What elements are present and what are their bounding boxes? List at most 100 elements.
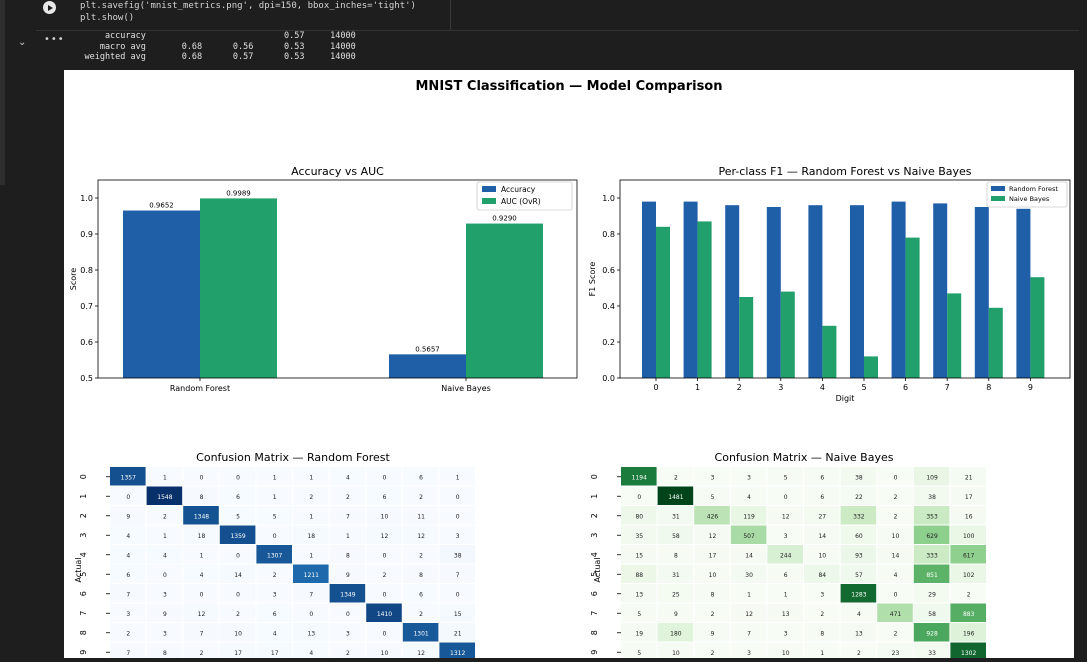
y-axis-label: Actual (593, 557, 602, 582)
heatmap-cell (293, 525, 329, 544)
cell-value-label: 8 (200, 494, 204, 501)
heatmap-cell (767, 584, 803, 603)
cell-value-label: 9 (163, 611, 167, 618)
y-tick-label: 0.6 (80, 338, 93, 347)
row-tick-label: 9 (79, 650, 88, 655)
heatmap-cell (730, 642, 767, 658)
heatmap-cell (730, 584, 767, 603)
row-tick-label: 2 (590, 513, 599, 518)
heatmap-cell (146, 486, 183, 505)
scrollbar[interactable] (1079, 0, 1087, 662)
heatmap-cell (913, 623, 950, 642)
heatmap-cell (730, 564, 767, 583)
heatmap-cell (804, 642, 840, 658)
cell-value-label: 8 (820, 630, 824, 637)
cell-value-label: 7 (126, 650, 130, 657)
heatmap-cell (293, 467, 329, 486)
legend-swatch (482, 186, 496, 192)
chart-title: Accuracy vs AUC (291, 165, 384, 178)
heatmap-cell (256, 525, 292, 544)
heatmap-cell (877, 467, 913, 486)
cell-value-label: 8 (163, 650, 167, 657)
heatmap-cell (804, 564, 840, 583)
chart-axes (97, 179, 578, 379)
run-cell-button[interactable] (43, 1, 56, 14)
cell-value-label: 629 (926, 533, 938, 540)
bar (850, 205, 864, 378)
cell-value-label: 2 (273, 572, 277, 579)
cell-value-label: 0 (456, 591, 460, 598)
bar (389, 354, 466, 378)
cell-value-label: 1410 (377, 611, 392, 618)
cell-value-label: 10 (782, 650, 790, 657)
cell-value-label: 928 (926, 630, 938, 637)
cell-value-label: 883 (963, 611, 975, 618)
heatmap-cell (657, 486, 694, 505)
cell-value-label: 30 (745, 572, 753, 579)
cell-value-label: 0 (163, 572, 167, 579)
y-tick-label: 0.5 (80, 374, 93, 383)
cell-value-label: 10 (818, 552, 826, 559)
row-tick-label: 5 (590, 572, 599, 577)
heatmap-cell (804, 603, 840, 622)
cell-value-label: 0 (456, 494, 460, 501)
heatmap-cell (913, 642, 950, 658)
bar (656, 226, 670, 378)
cell-value-label: 0 (126, 494, 130, 501)
cell-value-label: 10 (672, 650, 680, 657)
y-tick-label: 0.6 (602, 266, 615, 275)
heatmap-cell (877, 564, 913, 583)
cell-value-label: 58 (672, 533, 680, 540)
heatmap-cell (694, 584, 730, 603)
cell-value-label: 3 (456, 533, 460, 540)
heatmap-cell (110, 603, 146, 622)
heatmap-cell (804, 486, 840, 505)
cell-value-label: 14 (234, 572, 242, 579)
cell-value-label: 9 (711, 630, 715, 637)
heatmap-cell (657, 506, 694, 525)
heatmap-cell (694, 506, 730, 525)
output-menu-icon[interactable]: ••• (44, 34, 65, 45)
code-cell[interactable] (36, 0, 1087, 31)
cell-value-label: 1 (346, 533, 350, 540)
heatmap-cell (840, 564, 877, 583)
heatmap-cell (439, 545, 475, 564)
code-editor[interactable]: plt.savefig('mnist_metrics.png', dpi=150… (80, 0, 416, 24)
cell-value-label: 1359 (230, 533, 245, 540)
heatmap-cell (293, 623, 329, 642)
heatmap-cell (657, 584, 694, 603)
cell-value-label: 4 (857, 611, 861, 618)
heatmap-cell (657, 623, 694, 642)
row-tick-label: 6 (79, 591, 88, 596)
heatmap-cell (913, 486, 950, 505)
x-tick-label: 4 (820, 383, 825, 392)
cell-value-label: 88 (635, 572, 643, 579)
bar (808, 205, 823, 378)
cell-value-label: 1 (163, 474, 167, 481)
cell-value-label: 1 (820, 650, 824, 657)
cell-value-label: 0 (383, 630, 387, 637)
heatmap-cell (767, 623, 803, 642)
heatmap-cell (183, 525, 219, 544)
cell-value-label: 60 (855, 533, 863, 540)
heatmap-cell (110, 506, 146, 525)
cell-value-label: 6 (820, 474, 824, 481)
cell-value-label: 18 (198, 533, 206, 540)
heatmap-cell (840, 486, 877, 505)
heatmap-cell (877, 506, 913, 525)
x-tick-label: Naive Bayes (441, 384, 491, 393)
heatmap-cell (439, 467, 475, 486)
y-tick-label: 0.7 (80, 302, 93, 311)
heatmap-cell (366, 467, 402, 486)
heatmap-cell (439, 642, 475, 658)
heatmap-cell (657, 467, 694, 486)
heatmap-cell (402, 623, 439, 642)
y-tick-label: 0.9 (80, 230, 93, 239)
heatmap-cell (110, 467, 146, 486)
cell-value-label: 3 (784, 630, 788, 637)
legend-label: Random Forest (1009, 185, 1058, 193)
cell-value-label: 12 (198, 611, 206, 618)
heatmap-cell (767, 486, 803, 505)
collapse-output-icon[interactable]: ⌄ (18, 37, 27, 48)
heatmap-cell (694, 525, 730, 544)
